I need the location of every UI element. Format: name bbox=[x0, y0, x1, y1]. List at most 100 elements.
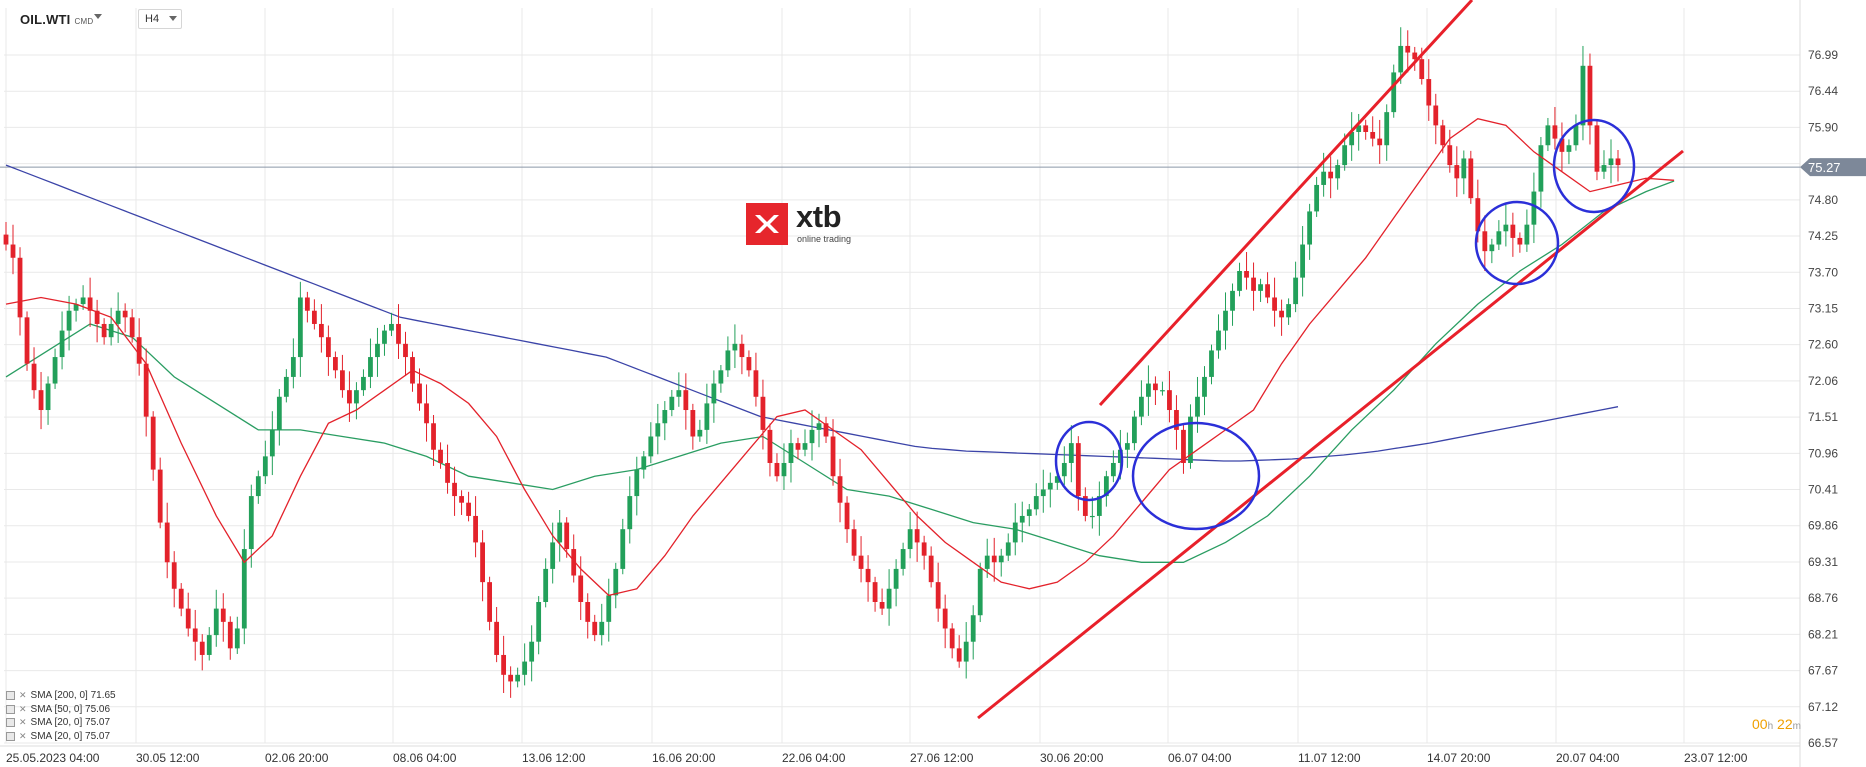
candle-body bbox=[382, 330, 387, 344]
trendline-resistance bbox=[1098, 0, 1474, 407]
candle-body bbox=[669, 396, 675, 411]
candle bbox=[466, 491, 471, 522]
y-tick-label: 70.41 bbox=[1808, 483, 1838, 497]
candle bbox=[991, 537, 997, 582]
y-tick-label: 74.25 bbox=[1808, 229, 1838, 243]
candle bbox=[311, 299, 317, 330]
candle-body bbox=[157, 469, 163, 523]
candle-body bbox=[641, 456, 647, 470]
candle bbox=[1160, 381, 1165, 396]
indicator-settings-icon[interactable] bbox=[6, 718, 15, 728]
candle bbox=[248, 484, 254, 568]
countdown-hours-unit: h bbox=[1767, 721, 1774, 732]
remove-indicator-icon[interactable]: ✕ bbox=[19, 717, 27, 727]
candle-body bbox=[1538, 145, 1544, 192]
candle-body bbox=[3, 234, 9, 245]
candle-body bbox=[52, 357, 58, 384]
candle bbox=[1370, 116, 1376, 147]
legend-item[interactable]: ✕ SMA [200, 0] 71.65 bbox=[6, 689, 116, 703]
candle-body bbox=[1124, 443, 1130, 450]
candle bbox=[1573, 114, 1579, 151]
candle-body bbox=[220, 608, 226, 622]
candle-body bbox=[1167, 390, 1172, 411]
candle-body bbox=[1601, 165, 1607, 172]
candle-body bbox=[718, 370, 724, 384]
candle-body bbox=[1405, 45, 1411, 53]
candle-body bbox=[1314, 184, 1320, 212]
candle-body bbox=[1188, 416, 1193, 463]
timeframe-select[interactable]: H4 bbox=[138, 9, 182, 29]
legend-item[interactable]: ✕ SMA [20, 0] 75.07 bbox=[6, 730, 116, 744]
candle-body bbox=[1615, 158, 1621, 166]
candle bbox=[178, 583, 184, 617]
symbol-selector[interactable]: OIL.WTI CMD bbox=[20, 12, 93, 27]
candle-body bbox=[431, 423, 436, 450]
candle-body bbox=[963, 641, 969, 662]
candle bbox=[739, 334, 745, 375]
candle bbox=[206, 627, 212, 661]
candle bbox=[1300, 226, 1306, 297]
candle-body bbox=[844, 502, 850, 530]
axes: 76.9976.4475.9075.3574.8074.2573.7073.15… bbox=[6, 48, 1866, 765]
remove-indicator-icon[interactable]: ✕ bbox=[19, 730, 27, 741]
candle-body bbox=[1005, 542, 1011, 556]
candle-body bbox=[45, 383, 51, 411]
candle-body bbox=[1068, 443, 1074, 463]
symbol-dropdown-icon[interactable] bbox=[94, 14, 102, 19]
candle bbox=[935, 562, 941, 622]
candle-body bbox=[1251, 277, 1256, 291]
timeframe-dropdown-icon[interactable] bbox=[169, 16, 177, 21]
candle-body bbox=[998, 555, 1004, 563]
indicator-settings-icon[interactable] bbox=[6, 704, 15, 714]
candle bbox=[1265, 272, 1270, 304]
candle bbox=[396, 304, 401, 359]
candle-body bbox=[136, 337, 142, 364]
candle-body bbox=[515, 674, 521, 682]
candle-body bbox=[1286, 304, 1291, 318]
sma50-line bbox=[5, 180, 1675, 563]
candle bbox=[129, 309, 135, 343]
candle bbox=[80, 285, 86, 310]
candle bbox=[907, 512, 913, 559]
candle-body bbox=[1223, 310, 1228, 331]
candle bbox=[1033, 483, 1039, 516]
candle bbox=[1103, 470, 1109, 507]
candle-body bbox=[31, 363, 37, 391]
candle-body bbox=[487, 582, 492, 622]
candle-body bbox=[452, 482, 457, 497]
candle bbox=[1040, 469, 1046, 513]
candle-body bbox=[66, 310, 72, 331]
candle-body bbox=[886, 588, 892, 609]
candle-body bbox=[1580, 65, 1586, 126]
candle-body bbox=[24, 317, 30, 364]
candle-body bbox=[599, 621, 605, 636]
candle-body bbox=[333, 357, 338, 371]
candle bbox=[634, 456, 640, 516]
candle-body bbox=[837, 476, 843, 503]
last-price-tag bbox=[1800, 158, 1866, 177]
toolbar: OIL.WTI CMD H4 bbox=[0, 0, 1866, 34]
candle bbox=[424, 384, 429, 442]
candle-body bbox=[213, 608, 219, 636]
remove-indicator-icon[interactable]: ✕ bbox=[19, 703, 27, 714]
candle bbox=[445, 444, 450, 494]
indicator-settings-icon[interactable] bbox=[6, 691, 15, 701]
candle-body bbox=[445, 462, 450, 483]
candle-body bbox=[1061, 462, 1067, 477]
candle-body bbox=[1300, 244, 1306, 278]
indicator-settings-icon[interactable] bbox=[6, 731, 15, 741]
candle-body bbox=[1552, 125, 1558, 139]
candle bbox=[255, 470, 261, 504]
remove-indicator-icon[interactable]: ✕ bbox=[19, 690, 27, 700]
candle-body bbox=[318, 323, 324, 338]
candle bbox=[1139, 380, 1144, 426]
candle-body bbox=[1608, 158, 1614, 166]
candle bbox=[452, 466, 457, 516]
candle-body bbox=[1258, 284, 1263, 291]
legend-item[interactable]: ✕ SMA [50, 0] 75.06 bbox=[6, 703, 116, 717]
candle bbox=[1489, 238, 1495, 264]
legend-item[interactable]: ✕ SMA [20, 0] 75.07 bbox=[6, 716, 116, 730]
candle-body bbox=[858, 555, 864, 569]
